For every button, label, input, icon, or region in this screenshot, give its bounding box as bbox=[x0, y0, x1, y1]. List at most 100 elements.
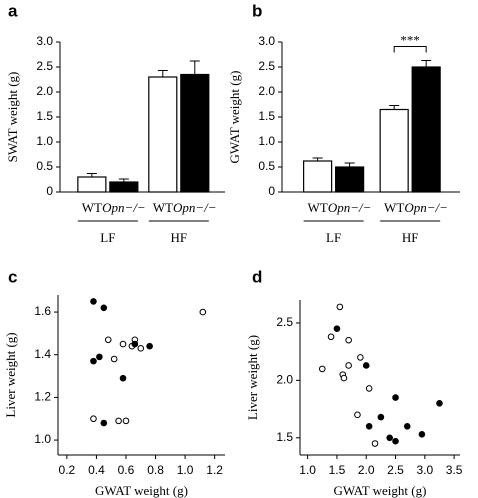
x-tick-label: 1.0 bbox=[177, 463, 194, 477]
point bbox=[403, 422, 411, 430]
point bbox=[327, 333, 335, 341]
point bbox=[115, 417, 122, 425]
bar bbox=[77, 176, 107, 193]
x-axis-label: GWAT weight (g) bbox=[95, 483, 188, 498]
point bbox=[345, 362, 352, 369]
y-tick-label: 0 bbox=[268, 184, 275, 198]
x-tick-label: 3.5 bbox=[446, 463, 463, 477]
x-tick-label: 1.5 bbox=[329, 463, 346, 477]
y-tick-label: 1.5 bbox=[258, 109, 275, 123]
y-tick-label: 2.0 bbox=[258, 84, 275, 98]
point bbox=[90, 415, 97, 423]
y-tick-label: 2.0 bbox=[276, 373, 293, 387]
y-tick-label: 1.6 bbox=[34, 304, 51, 318]
y-tick-label: 1.0 bbox=[258, 134, 275, 148]
x-tick-label: 0.8 bbox=[147, 463, 164, 477]
y-tick-label: 0 bbox=[46, 184, 53, 198]
y-tick-label: 2.5 bbox=[258, 59, 275, 73]
point bbox=[354, 411, 361, 419]
panel-label: d bbox=[252, 267, 262, 286]
point bbox=[357, 354, 364, 361]
x-tick-label: 1.2 bbox=[206, 463, 223, 477]
bar bbox=[109, 181, 139, 193]
point bbox=[137, 345, 145, 352]
point bbox=[336, 303, 344, 311]
point bbox=[122, 417, 130, 425]
x-tick-label: 0.2 bbox=[59, 463, 76, 477]
group-label: HF bbox=[170, 230, 187, 245]
y-axis-label: SWAT weight (g) bbox=[5, 72, 20, 163]
point bbox=[100, 419, 108, 427]
category-label: Opn−/− bbox=[328, 200, 372, 215]
bar bbox=[148, 76, 178, 193]
significance-bracket bbox=[393, 46, 427, 53]
point bbox=[119, 340, 127, 348]
y-tick-label: 3.0 bbox=[258, 34, 275, 48]
point bbox=[146, 342, 153, 350]
point bbox=[340, 374, 348, 382]
point bbox=[100, 304, 108, 312]
bar bbox=[379, 108, 409, 193]
y-tick-label: 3.0 bbox=[36, 34, 53, 48]
point bbox=[436, 400, 443, 407]
y-tick-label: 1.5 bbox=[36, 109, 53, 123]
y-tick-label: 2.0 bbox=[36, 84, 53, 98]
y-tick-label: 1.0 bbox=[34, 432, 51, 446]
bar bbox=[335, 166, 365, 193]
significance-label: *** bbox=[400, 32, 420, 47]
point bbox=[418, 431, 426, 438]
y-tick-label: 2.5 bbox=[36, 59, 53, 73]
y-tick-label: 0.5 bbox=[36, 159, 53, 173]
point bbox=[104, 336, 112, 344]
y-tick-label: 0.5 bbox=[258, 159, 275, 173]
point bbox=[345, 336, 352, 344]
category-label: WT bbox=[153, 200, 173, 215]
point bbox=[371, 440, 379, 447]
y-axis-label: GWAT weight (g) bbox=[227, 71, 242, 164]
point bbox=[318, 365, 326, 373]
panel-label: c bbox=[8, 267, 17, 286]
point bbox=[333, 325, 341, 333]
point bbox=[365, 385, 373, 392]
point bbox=[119, 374, 127, 382]
category-label: WT bbox=[82, 200, 102, 215]
category-label: WT bbox=[308, 200, 328, 215]
y-tick-label: 2.5 bbox=[276, 315, 293, 329]
x-tick-label: 0.4 bbox=[88, 463, 105, 477]
y-tick-label: 1.5 bbox=[276, 430, 293, 444]
x-tick-label: 2.0 bbox=[358, 463, 375, 477]
category-label: WT bbox=[384, 200, 404, 215]
point bbox=[392, 394, 399, 401]
panel-label: b bbox=[252, 1, 262, 20]
panel-label: a bbox=[8, 1, 18, 20]
point bbox=[199, 308, 207, 316]
category-label: Opn−/− bbox=[404, 200, 448, 215]
y-tick-label: 1.0 bbox=[36, 134, 53, 148]
point bbox=[110, 355, 118, 363]
y-axis-label: Liver weight (g) bbox=[245, 335, 260, 420]
y-tick-label: 1.2 bbox=[34, 390, 51, 404]
bar bbox=[303, 160, 333, 193]
point bbox=[362, 362, 370, 369]
x-tick-label: 0.6 bbox=[118, 463, 135, 477]
point bbox=[377, 413, 385, 421]
x-tick-label: 2.5 bbox=[387, 463, 404, 477]
x-axis-label: GWAT weight (g) bbox=[334, 483, 427, 498]
group-label: LF bbox=[100, 230, 115, 245]
point bbox=[90, 298, 97, 305]
y-axis-label: Liver weight (g) bbox=[3, 332, 18, 417]
group-label: HF bbox=[402, 230, 419, 245]
group-label: LF bbox=[326, 230, 341, 245]
bar bbox=[411, 66, 441, 193]
point bbox=[96, 353, 103, 361]
point bbox=[392, 437, 399, 445]
bar bbox=[180, 73, 210, 193]
point bbox=[90, 357, 97, 365]
point bbox=[386, 434, 393, 442]
point bbox=[131, 340, 139, 348]
y-tick-label: 1.4 bbox=[34, 347, 51, 361]
category-label: Opn−/− bbox=[102, 200, 146, 215]
x-tick-label: 1.0 bbox=[299, 463, 316, 477]
x-tick-label: 3.0 bbox=[416, 463, 433, 477]
